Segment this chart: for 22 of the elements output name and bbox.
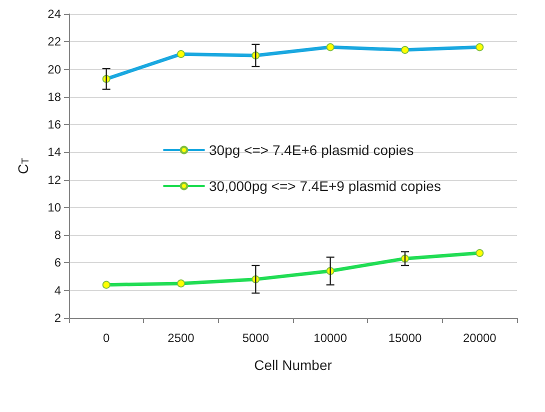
- x-tick-label: 5000: [242, 331, 270, 345]
- y-tick-label: 4: [54, 283, 62, 298]
- y-tick-label: 22: [48, 34, 62, 49]
- y-tick-label: 10: [48, 200, 62, 214]
- y-tick-label: 18: [48, 90, 62, 104]
- y-tick-label: 16: [48, 118, 62, 132]
- x-tick-label: 10000: [314, 331, 348, 345]
- x-tick-label: 2500: [168, 331, 195, 345]
- x-tick-label: 0: [102, 331, 110, 345]
- legend-label: 30,000pg <=> 7.4E+9 plasmid copies: [209, 178, 441, 194]
- y-tick-label: 8: [54, 228, 62, 242]
- y-tick-label: 6: [54, 256, 62, 270]
- x-tick-label: 15000: [388, 331, 422, 345]
- y-tick-label: 14: [48, 145, 62, 160]
- legend-label: 30pg <=> 7.4E+6 plasmid copies: [209, 142, 414, 158]
- y-tick-label: 12: [48, 172, 62, 187]
- y-tick-label: 20: [48, 62, 62, 76]
- y-axis-title: CT: [15, 158, 32, 174]
- x-axis-title: Cell Number: [254, 357, 332, 373]
- y-tick-label: 24: [48, 7, 62, 21]
- y-tick-label: 2: [54, 311, 62, 325]
- x-tick-label: 20000: [462, 331, 497, 345]
